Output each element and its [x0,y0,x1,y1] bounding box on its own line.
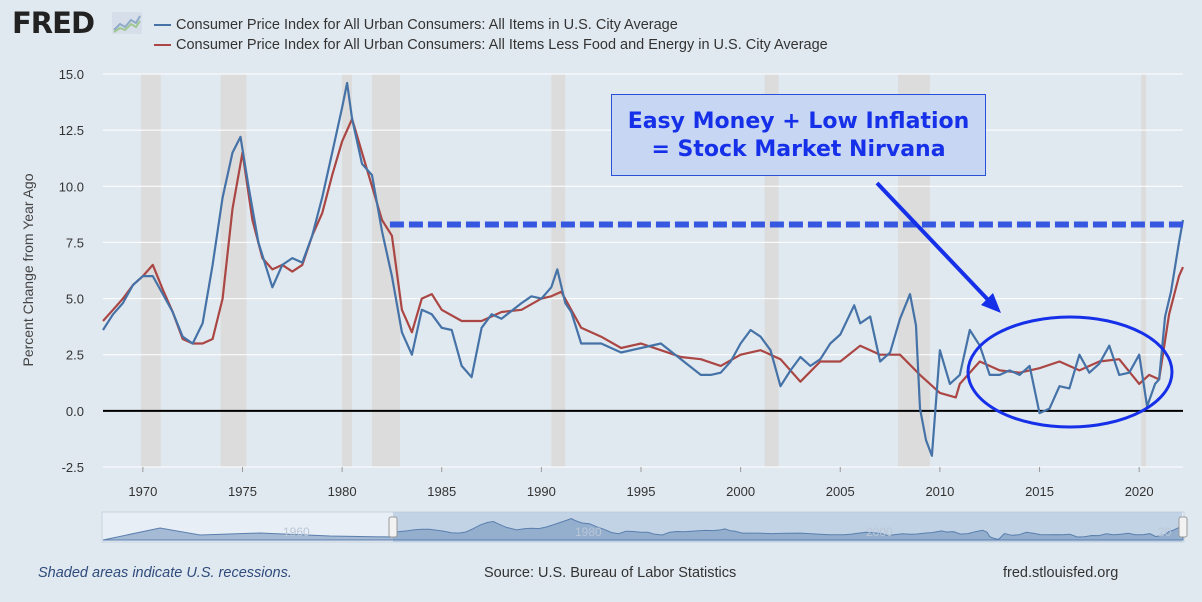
x-tick-label: 1985 [427,484,456,499]
y-tick-label: 0.0 [66,404,84,419]
legend-item-cpi-core[interactable]: Consumer Price Index for All Urban Consu… [154,37,828,53]
navigator-handle-left[interactable] [388,516,398,538]
x-tick-label: 1970 [128,484,157,499]
callout-arrow [875,181,994,306]
x-tick-label: 2020 [1125,484,1154,499]
highlight-ellipse [966,315,1174,429]
y-axis-ticks: -2.5 0.0 2.5 5.0 7.5 10.0 12.5 15.0 [59,67,84,475]
y-tick-label: 5.0 [66,292,84,307]
navigator-series [102,517,1184,541]
y-tick-label: 7.5 [66,235,84,250]
source-text: Source: U.S. Bureau of Labor Statistics [484,565,737,581]
x-axis-ticks: 1970 1975 1980 1985 1990 1995 2000 2005 2010 2015… [128,467,1154,499]
y-tick-label: 12.5 [59,123,84,138]
legend-label-cpi-all: Consumer Price Index for All Urban Consu… [176,17,678,33]
y-tick-label: 2.5 [66,348,84,363]
recession-band-2 [342,74,353,467]
fred-logo[interactable]: FRED [12,6,95,40]
navigator-label-20: 20 [1158,525,1172,539]
x-tick-label: 2000 [726,484,755,499]
x-tick-label: 1990 [527,484,556,499]
x-tick-label: 1975 [228,484,257,499]
legend-label-cpi-core: Consumer Price Index for All Urban Consu… [176,37,828,53]
legend-swatch-cpi-core [154,44,171,47]
recession-band-7 [1141,74,1147,467]
recession-band-0 [140,74,161,467]
callout-arrowhead [981,293,1001,313]
series-line-0 [102,81,1185,457]
recession-note: Shaded areas indicate U.S. recessions. [38,565,292,581]
legend-swatch-cpi-all [154,24,171,27]
series-line-1 [102,117,1185,399]
x-tick-label: 2010 [925,484,954,499]
y-axis-label: Percent Change from Year Ago [20,173,36,366]
x-tick-label: 2015 [1025,484,1054,499]
x-tick-label: 1995 [627,484,656,499]
callout-box: Easy Money + Low Inflation = Stock Marke… [611,94,986,176]
navigator-handle-right[interactable] [1178,516,1188,538]
y-tick-label: -2.5 [62,460,84,475]
x-tick-label: 2005 [826,484,855,499]
x-tick-label: 1980 [328,484,357,499]
fred-logo-graph-icon [112,12,142,34]
y-tick-label: 15.0 [59,67,84,82]
site-link[interactable]: fred.stlouisfed.org [1003,565,1119,581]
legend-item-cpi-all[interactable]: Consumer Price Index for All Urban Consu… [154,17,678,33]
callout-line-2: = Stock Market Nirvana [651,137,946,162]
recession-band-3 [372,74,400,467]
series-lines [102,81,1185,457]
navigator-label-1960: 1960 [283,525,310,539]
callout-line-1: Easy Money + Low Inflation [627,109,970,134]
navigator-label-1980: 1980 [575,525,602,539]
navigator-label-2000: 2000 [866,525,893,539]
y-tick-label: 10.0 [59,179,84,194]
